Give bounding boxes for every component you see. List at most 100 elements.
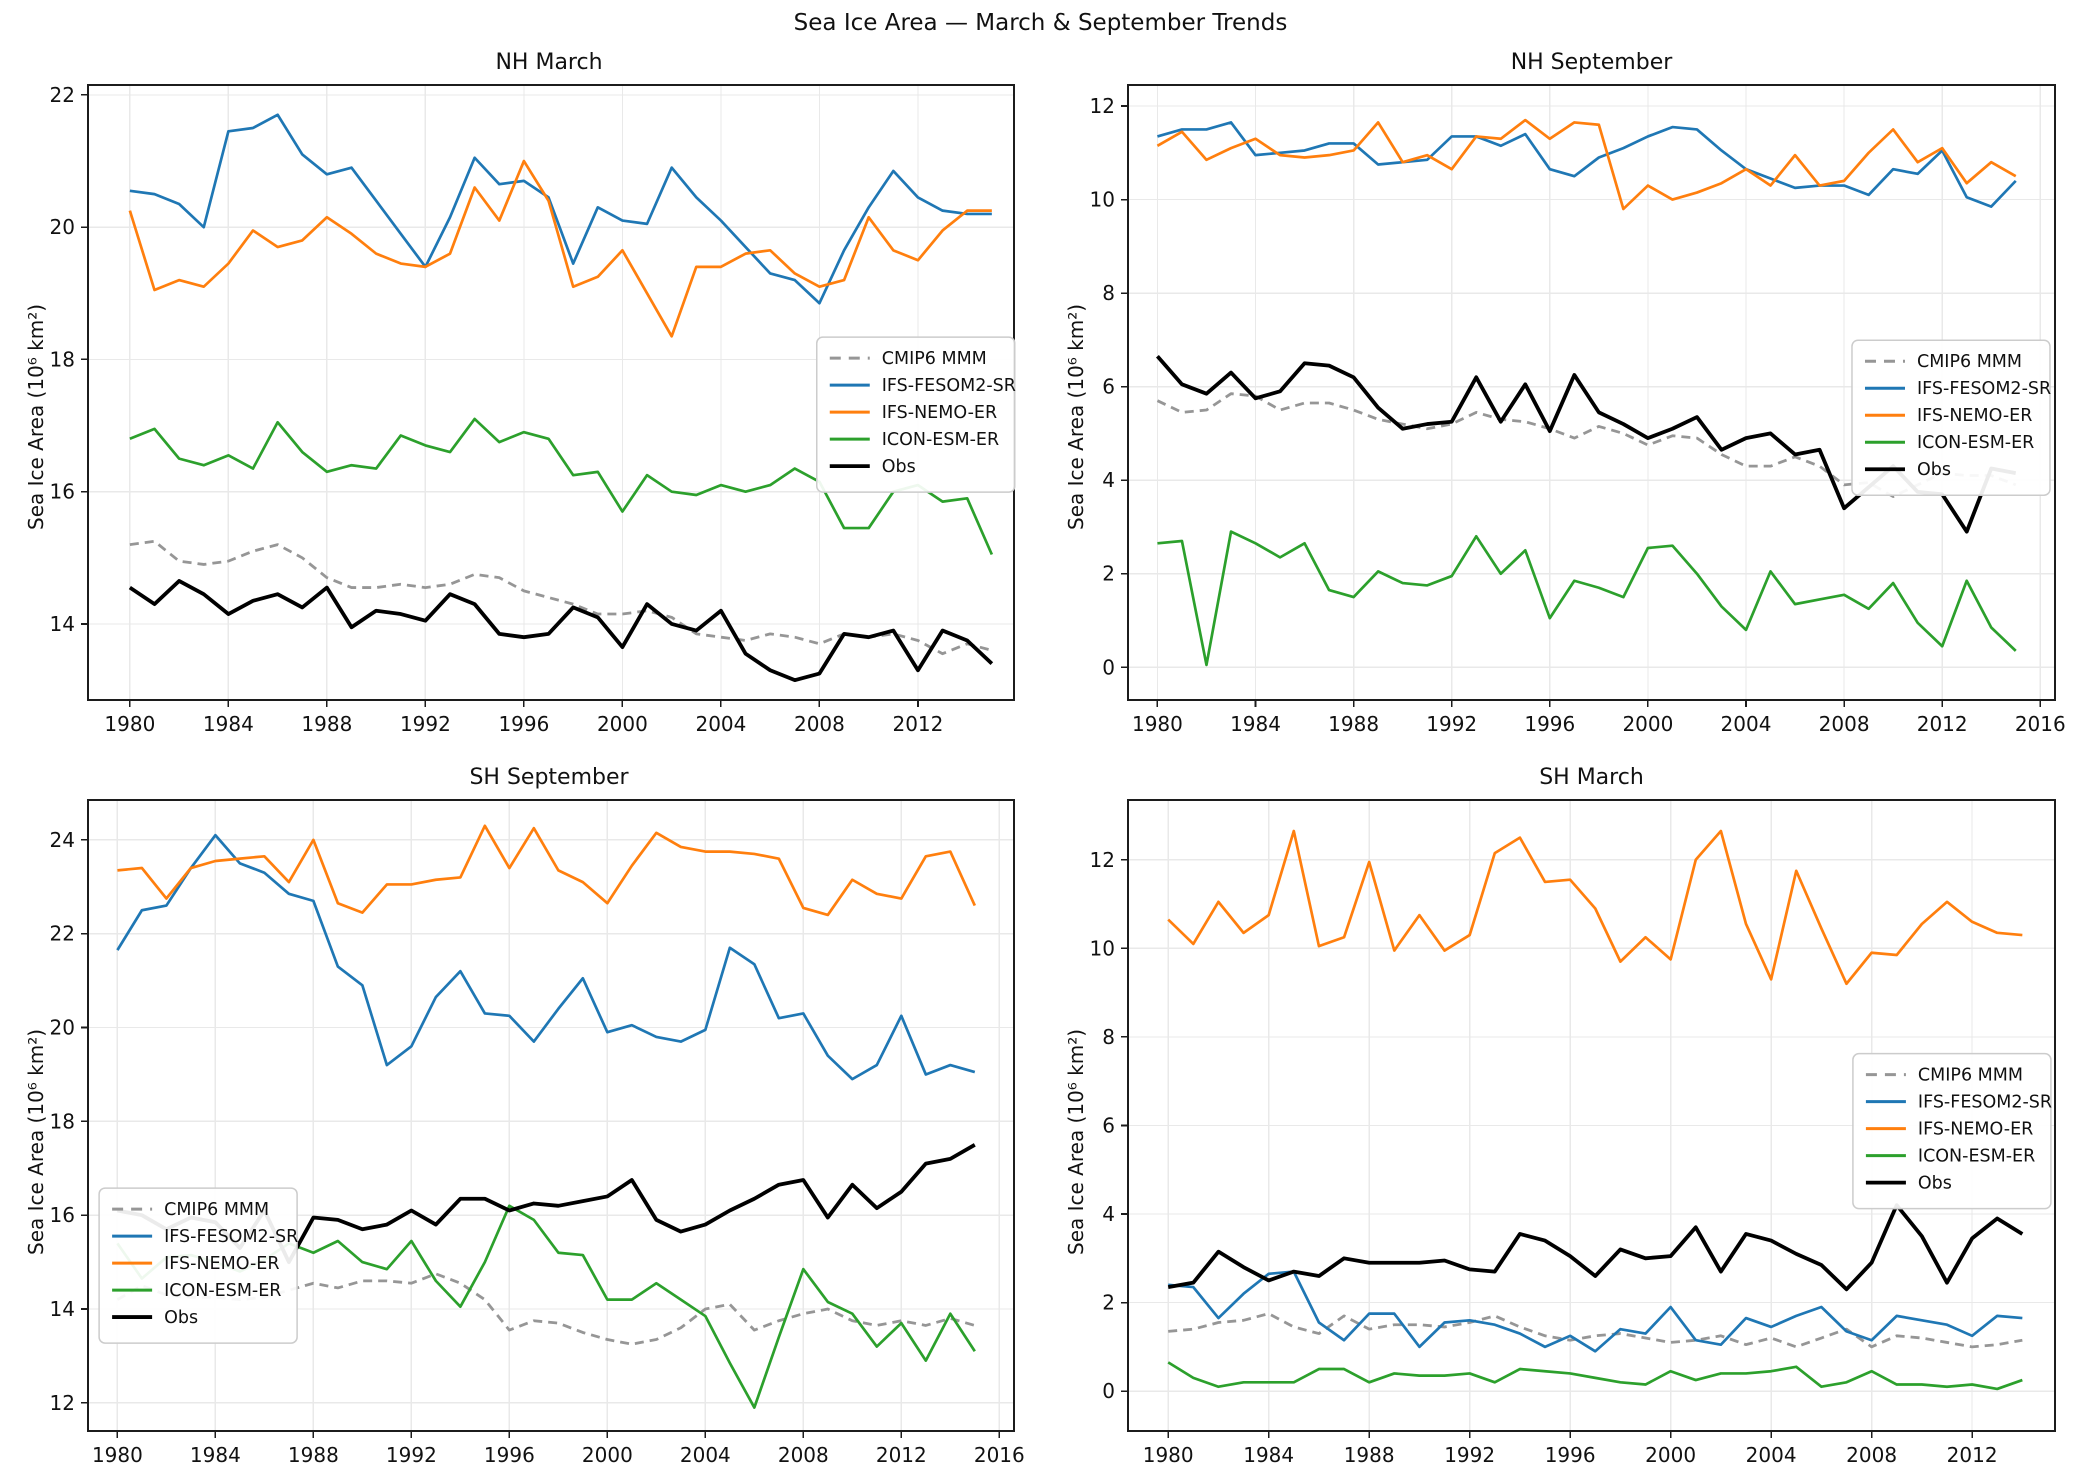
series-obs-line: [1167, 1203, 2024, 1292]
legend-label-ifs-fesom2-sr: IFS-FESOM2-SR: [1918, 1093, 2052, 1113]
y-tick-label: 2: [1102, 562, 1115, 586]
y-tick-label: 4: [1102, 468, 1115, 492]
chart-canvas-sh-september: 1980 1984 1988 1992 1996 2000 2004 2008 2012 2016…: [50, 799, 1025, 1467]
x-tick-label: 2012: [892, 712, 943, 736]
tick-marks: [81, 94, 919, 707]
x-tick-label: 2012: [876, 1443, 927, 1467]
x-tick-label: 1992: [386, 1443, 437, 1467]
series-icon-esm-er-line: [1167, 1361, 2023, 1391]
x-tick-label: 2008: [794, 712, 845, 736]
tick-labels: 1980 1984 1988 1992 1996 2000 2004 2008 2012 2016…: [50, 828, 1025, 1467]
tick-labels: 1980 1984 1988 1992 1996 2000 2004 2008 2012 2016…: [1090, 94, 2066, 736]
legend: CMIP6 MMM IFS-FESOM2-SR IFS-NEMO-ER ICON-ES…: [816, 336, 1016, 493]
subplot-title-nh-march: NH March: [495, 50, 603, 75]
legend-label-ifs-fesom2-sr: IFS-FESOM2-SR: [1917, 379, 2051, 399]
legend-label-cmip6-mmm: CMIP6 MMM: [1917, 352, 2022, 372]
x-tick-label: 2000: [1645, 1443, 1696, 1467]
y-tick-label: 12: [50, 1391, 75, 1415]
chart-nh-september: NH September Sea Ice Area (10⁶ km²) 1980…: [1040, 40, 2081, 745]
y-tick-label: 18: [50, 1109, 75, 1133]
legend-label-ifs-nemo-er: IFS-NEMO-ER: [164, 1254, 279, 1274]
legend-label-obs: Obs: [1917, 460, 1951, 480]
series-cmip6-mmm-line: [129, 539, 993, 656]
legend-label-cmip6-mmm: CMIP6 MMM: [882, 349, 987, 369]
x-tick-label: 1980: [1143, 1443, 1194, 1467]
legend-label-icon-esm-er: ICON-ESM-ER: [1917, 433, 2034, 453]
tick-marks: [1121, 105, 2042, 707]
y-tick-label: 12: [1090, 848, 1115, 872]
y-tick-label: 8: [1102, 281, 1115, 305]
series-ifs-fesom2-sr-line: [116, 833, 976, 1081]
x-tick-label: 2004: [1721, 712, 1772, 736]
y-tick-label: 2: [1102, 1291, 1115, 1315]
legend-label-icon-esm-er: ICON-ESM-ER: [1918, 1147, 2035, 1167]
series-ifs-nemo-er-line: [117, 824, 977, 917]
y-tick-label: 16: [50, 1203, 75, 1227]
x-tick-label: 1984: [1230, 712, 1281, 736]
subplot-title-sh-september: SH September: [469, 765, 629, 790]
chart-canvas-nh-september: 1980 1984 1988 1992 1996 2000 2004 2008 2012 2016…: [1090, 84, 2066, 736]
x-tick-label: 2008: [1819, 712, 1870, 736]
series-obs-line: [128, 579, 994, 683]
x-tick-label: 1992: [1426, 712, 1477, 736]
y-tick-label: 18: [50, 347, 75, 371]
series-ifs-nemo-er-line: [1167, 829, 2023, 986]
y-tick-label: 22: [50, 83, 75, 107]
legend-label-ifs-fesom2-sr: IFS-FESOM2-SR: [164, 1227, 298, 1247]
x-tick-label: 2008: [778, 1443, 829, 1467]
x-tick-label: 1996: [498, 712, 549, 736]
x-tick-label: 1988: [288, 1443, 339, 1467]
series-ifs-fesom2-sr-line: [129, 113, 992, 305]
axes-spines: [87, 799, 1015, 1432]
x-tick-label: 1992: [1444, 1443, 1495, 1467]
tick-marks: [1121, 858, 1973, 1438]
y-tick-label: 6: [1102, 375, 1115, 399]
y-tick-label: 12: [1090, 94, 1115, 118]
series-icon-esm-er-line: [1157, 530, 2017, 667]
x-tick-label: 2004: [680, 1443, 731, 1467]
x-tick-label: 1992: [400, 712, 451, 736]
x-tick-label: 1980: [104, 712, 155, 736]
axes-spines: [1127, 799, 2056, 1432]
legend-label-obs: Obs: [882, 457, 916, 477]
chart-canvas-sh-march: 1980 1984 1988 1992 1996 2000 2004 2008 2012 0 2 4 6…: [1090, 799, 2056, 1467]
y-tick-label: 14: [50, 1297, 75, 1321]
legend-label-ifs-fesom2-sr: IFS-FESOM2-SR: [882, 376, 1016, 396]
y-tick-label: 4: [1102, 1202, 1115, 1226]
x-tick-label: 1984: [203, 712, 254, 736]
x-tick-label: 2000: [597, 712, 648, 736]
series-ifs-fesom2-sr-line: [1157, 121, 2017, 208]
y-tick-label: 10: [1090, 188, 1115, 212]
y-tick-label: 20: [50, 1016, 75, 1040]
legend: CMIP6 MMM IFS-FESOM2-SR IFS-NEMO-ER ICON-ES…: [98, 1187, 298, 1344]
chart-nh-march: NH March Sea Ice Area (10⁶ km²) 1980 1984…: [0, 40, 1040, 745]
y-tick-label: 22: [50, 922, 75, 946]
legend-label-obs: Obs: [1918, 1174, 1952, 1194]
legend-label-ifs-nemo-er: IFS-NEMO-ER: [882, 403, 997, 423]
x-tick-label: 1984: [190, 1443, 241, 1467]
y-tick-label: 20: [50, 215, 75, 239]
x-tick-label: 2016: [974, 1443, 1025, 1467]
x-tick-label: 1988: [1328, 712, 1379, 736]
y-tick-label: 0: [1102, 655, 1115, 679]
x-tick-label: 2012: [1917, 712, 1968, 736]
y-tick-label: 0: [1102, 1379, 1115, 1403]
legend-label-icon-esm-er: ICON-ESM-ER: [882, 430, 999, 450]
x-tick-label: 2004: [695, 712, 746, 736]
legend-label-cmip6-mmm: CMIP6 MMM: [164, 1200, 269, 1220]
tick-marks: [81, 839, 1001, 1438]
axes-spines: [1127, 84, 2056, 701]
series-ifs-nemo-er-line: [1156, 118, 2017, 211]
x-tick-label: 1980: [1132, 712, 1183, 736]
y-tick-label: 8: [1102, 1025, 1115, 1049]
subplot-title-sh-march: SH March: [1539, 765, 1644, 790]
x-tick-label: 1996: [484, 1443, 535, 1467]
x-tick-label: 1984: [1243, 1443, 1294, 1467]
chart-sh-september: SH September Sea Ice Area (10⁶ km²) 1980…: [0, 755, 1040, 1476]
legend-label-icon-esm-er: ICON-ESM-ER: [164, 1281, 281, 1301]
x-tick-label: 1996: [1524, 712, 1575, 736]
x-tick-label: 2000: [1622, 712, 1673, 736]
subplot-title-nh-september: NH September: [1510, 50, 1673, 75]
series-ifs-nemo-er-line: [128, 159, 992, 338]
